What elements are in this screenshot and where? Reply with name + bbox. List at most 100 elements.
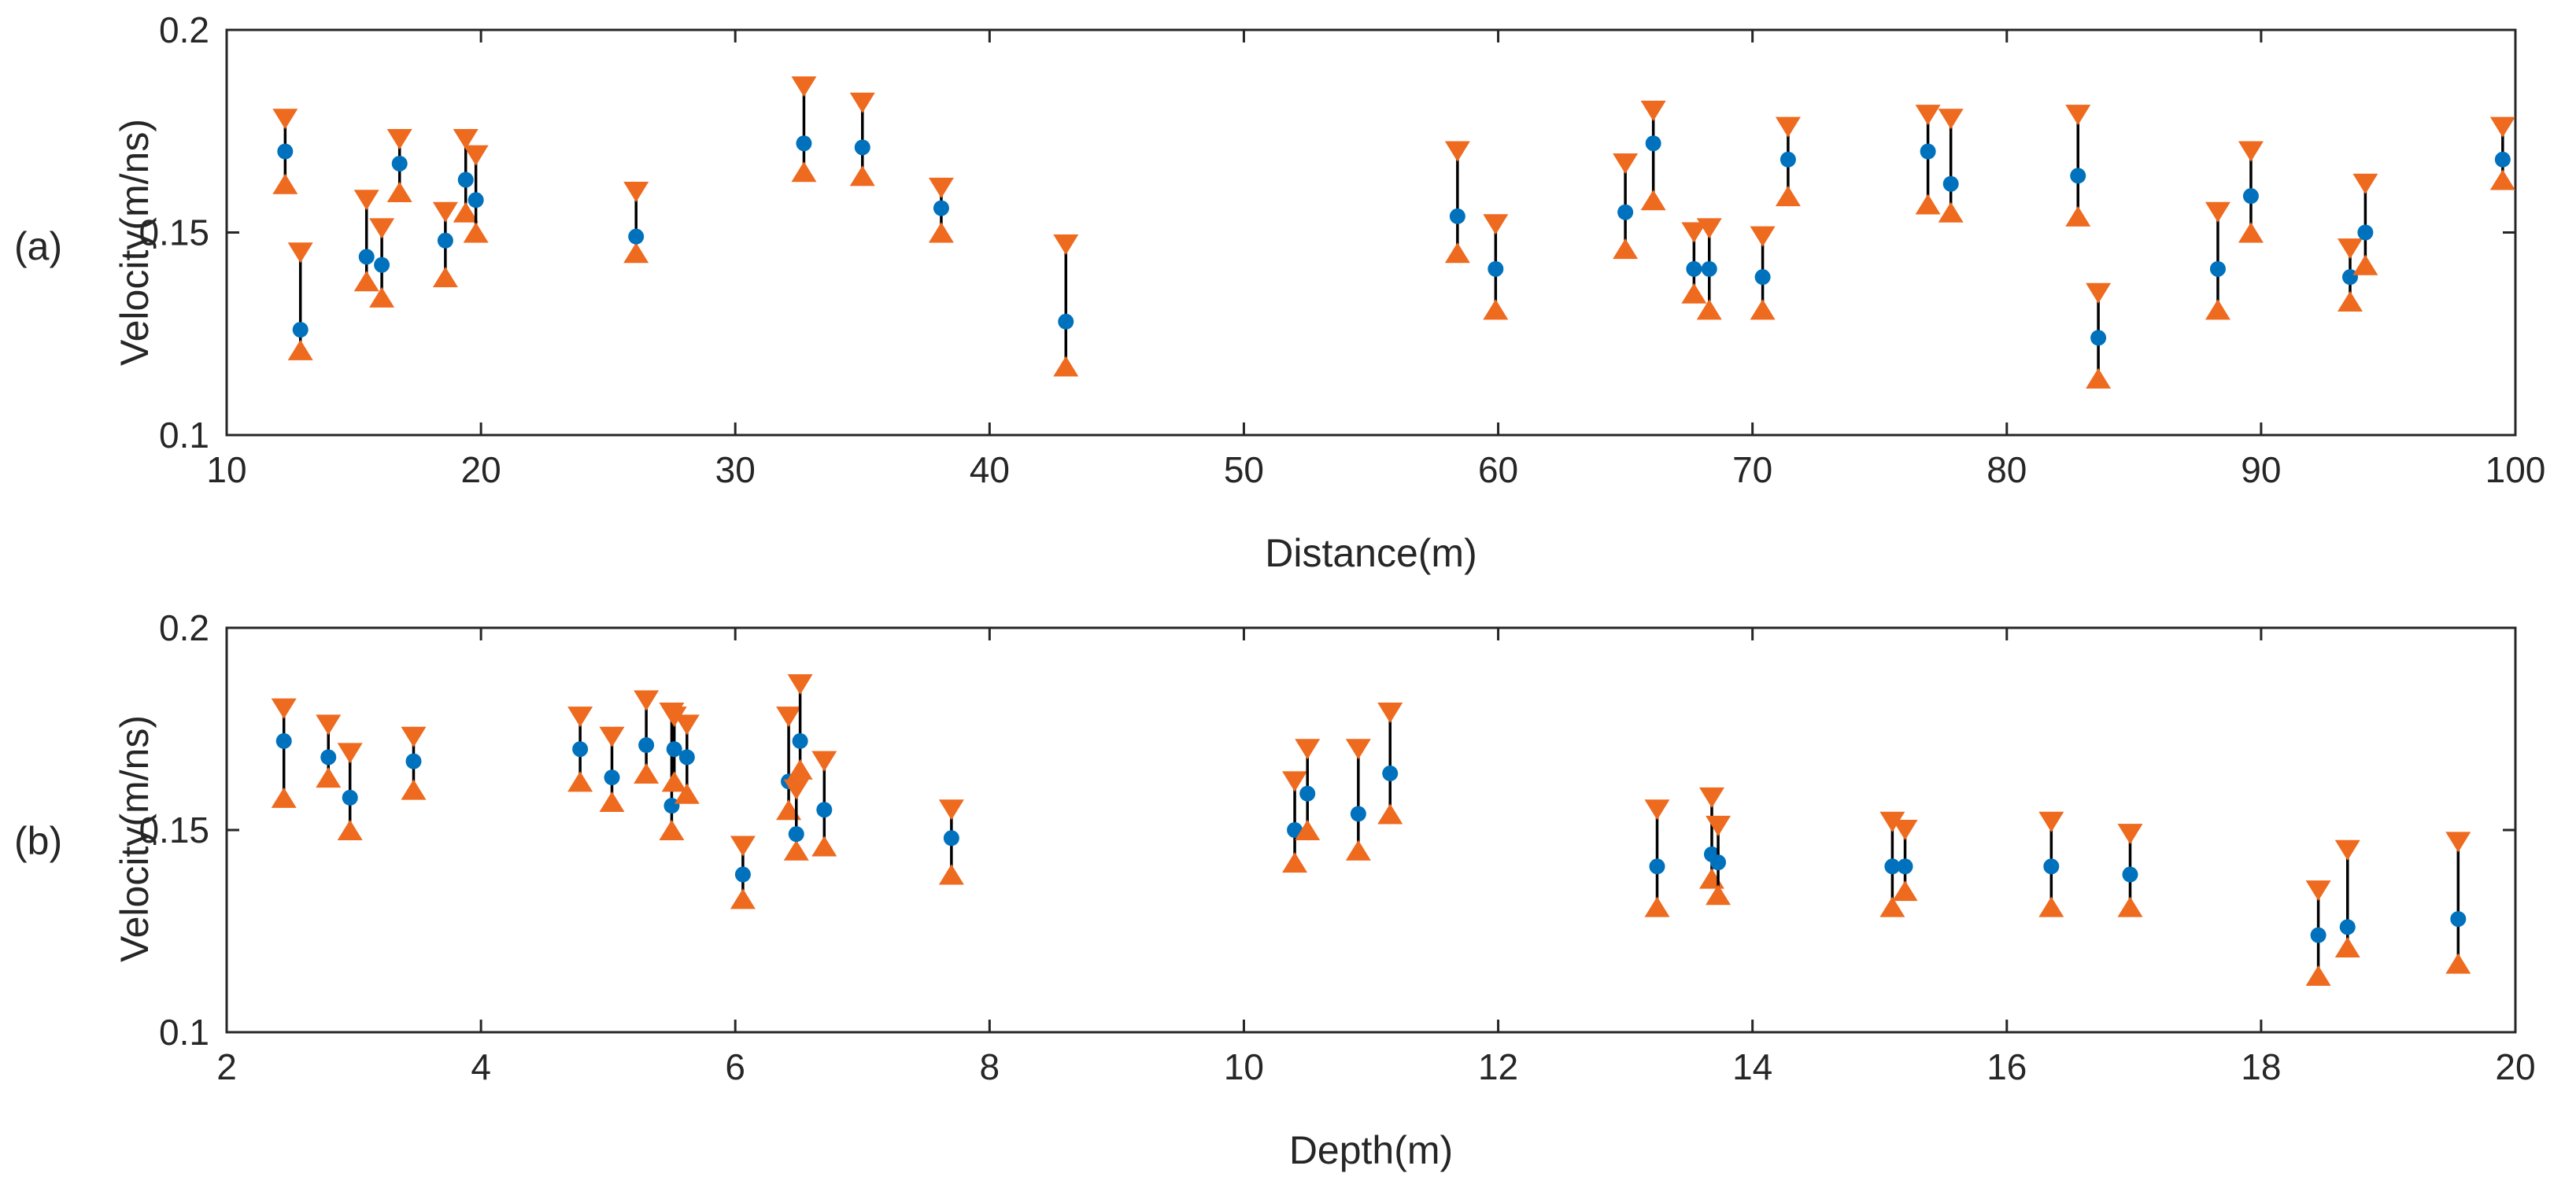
panel-a-data-point [2209,260,2226,277]
panel-b-data-point [666,741,682,758]
panel-a-lower-bound-marker [1681,282,1707,304]
panel-a-lower-bound-marker [272,173,298,194]
panel-b-data-point [2450,911,2467,928]
panel-b-upper-bound-marker [2305,880,2331,902]
panel-a-upper-bound-marker [2352,173,2378,194]
panel-b-upper-bound-marker [776,706,802,728]
panel-a-lower-bound-marker [369,286,395,308]
panel-b-lower-bound-marker [599,791,625,813]
panel-b-lower-bound-marker [811,836,837,857]
panel-a-data-point [2357,224,2374,241]
panel-b-ylabel: Velocity(m/ns) [113,715,157,962]
panel-a-upper-bound-marker [1640,101,1666,121]
panel-b-data-point [572,741,589,758]
panel-a-data-point [1645,135,1661,152]
panel-a-data-point [1617,204,1634,220]
panel-a-upper-bound-marker [623,182,649,202]
panel-b-data-point [678,749,695,766]
panel-b-data-point [788,826,804,843]
panel-b-upper-bound-marker [337,743,363,764]
panel-b-upper-bound-marker [316,714,342,736]
panel-a-lower-bound-marker [2065,205,2091,227]
panel-a-data-point [1058,313,1074,330]
panel-b-ytick-label: 0.15 [139,810,209,850]
panel-a-xlabel: Distance(m) [1265,531,1476,575]
panel-a-ytick-label: 0.2 [159,9,209,50]
panel-b-data-point [734,866,751,883]
panel-a-lower-bound-marker [463,222,489,243]
panel-a-ytick-label: 0.15 [139,212,209,253]
panel-b: (b) Velocity(m/ns) Depth(m) 2 4 6 8 10 12 14 16… [14,607,2536,1172]
panel-b-lower-bound-marker [659,820,685,840]
panel-b-data-point [1382,766,1399,782]
panel-a-upper-bound-marker [353,190,379,211]
panel-b-upper-bound-marker [938,799,964,821]
panel-b-ytick-label: 0.1 [159,1012,209,1053]
panel-a-lower-bound-marker [2086,367,2112,389]
panel-b-upper-bound-marker [2038,811,2064,832]
panel-a-data-point [1754,269,1771,286]
panel-a-xtick-label: 70 [1732,449,1772,490]
panel-a-lower-bound-marker [2489,169,2515,190]
panel-a-upper-bound-marker [791,76,817,98]
panel-a-upper-bound-marker [369,218,395,239]
panel-a-lower-bound-marker [791,161,817,183]
panel-a-lower-bound-marker [353,271,379,292]
panel-b-lower-bound-marker [1892,880,1918,902]
panel-a-lower-bound-marker [928,222,954,243]
panel-b-upper-bound-marker [1295,739,1321,760]
panel-b-lower-bound-marker [2305,965,2331,987]
panel-a-upper-bound-marker [2065,105,2091,126]
panel-b-ytick-label: 0.2 [159,607,209,648]
panel-a-upper-bound-marker [1938,109,1964,130]
panel-b-upper-bound-marker [1282,771,1308,792]
panel-a-data-point [358,249,375,265]
panel-b-xtick-label: 16 [1987,1046,2027,1087]
panel-b-lower-bound-marker [1698,868,1724,889]
panel-a-data-point [1686,260,1702,277]
panel-b-lower-bound-marker [2117,896,2143,917]
panel-a-upper-bound-marker [1696,218,1722,239]
panel-b-data-point [2310,927,2327,943]
panel-b-data-point [638,737,655,754]
panel-b-xtick-label: 18 [2241,1046,2281,1087]
panel-b-lower-bound-marker [2334,937,2360,958]
panel-b-upper-bound-marker [634,690,660,711]
panel-a-data-point [1701,260,1717,277]
panel-a-axes-box [225,28,2517,437]
panel-a-lower-bound-marker [2337,291,2363,312]
panel-b-lower-bound-marker [730,888,756,909]
panel-a-upper-bound-marker [2238,141,2264,162]
panel-b-upper-bound-marker [401,726,427,747]
panel-b-lower-bound-marker [567,771,593,792]
panel-a-data-point [391,155,408,172]
panel-a-xtick-label: 50 [1224,449,1264,490]
panel-b-data-point [2339,919,2356,935]
panel-a-upper-bound-marker [463,145,489,166]
panel-a-data-point [2090,330,2107,346]
panel-a-lower-bound-marker [2238,222,2264,243]
panel-b-lower-bound-marker [337,820,363,840]
panel-a-lower-bound-marker [1483,299,1509,320]
panel-b-xtick-label: 4 [471,1046,491,1087]
panel-b-upper-bound-marker [2334,839,2360,861]
panel-b-lower-bound-marker [661,771,687,792]
panel-b-upper-bound-marker [1698,787,1724,808]
panel-b-upper-bound-marker [567,706,593,728]
panel-b-data-point [792,732,808,749]
panel-a-upper-bound-marker [1444,141,1470,162]
panel-a-upper-bound-marker [1775,116,1801,138]
panel-b-data-point [1287,822,1303,838]
panel-b-xtick-label: 6 [725,1046,745,1087]
panel-b-lower-bound-marker [783,839,809,861]
panel-b-upper-bound-marker [1345,739,1371,760]
panel-a-xtick-label: 100 [2485,449,2546,490]
panel-a-data-point [854,139,870,156]
panel-a-upper-bound-marker [2337,238,2363,260]
panel-b-xlabel: Depth(m) [1289,1128,1453,1172]
panel-a-ytick-label: 0.1 [159,415,209,456]
panel-b-label: (b) [14,819,62,863]
panel-b-data-point [1884,858,1901,875]
panel-a-data-point [277,143,294,160]
panel-a-lower-bound-marker [2205,299,2230,320]
